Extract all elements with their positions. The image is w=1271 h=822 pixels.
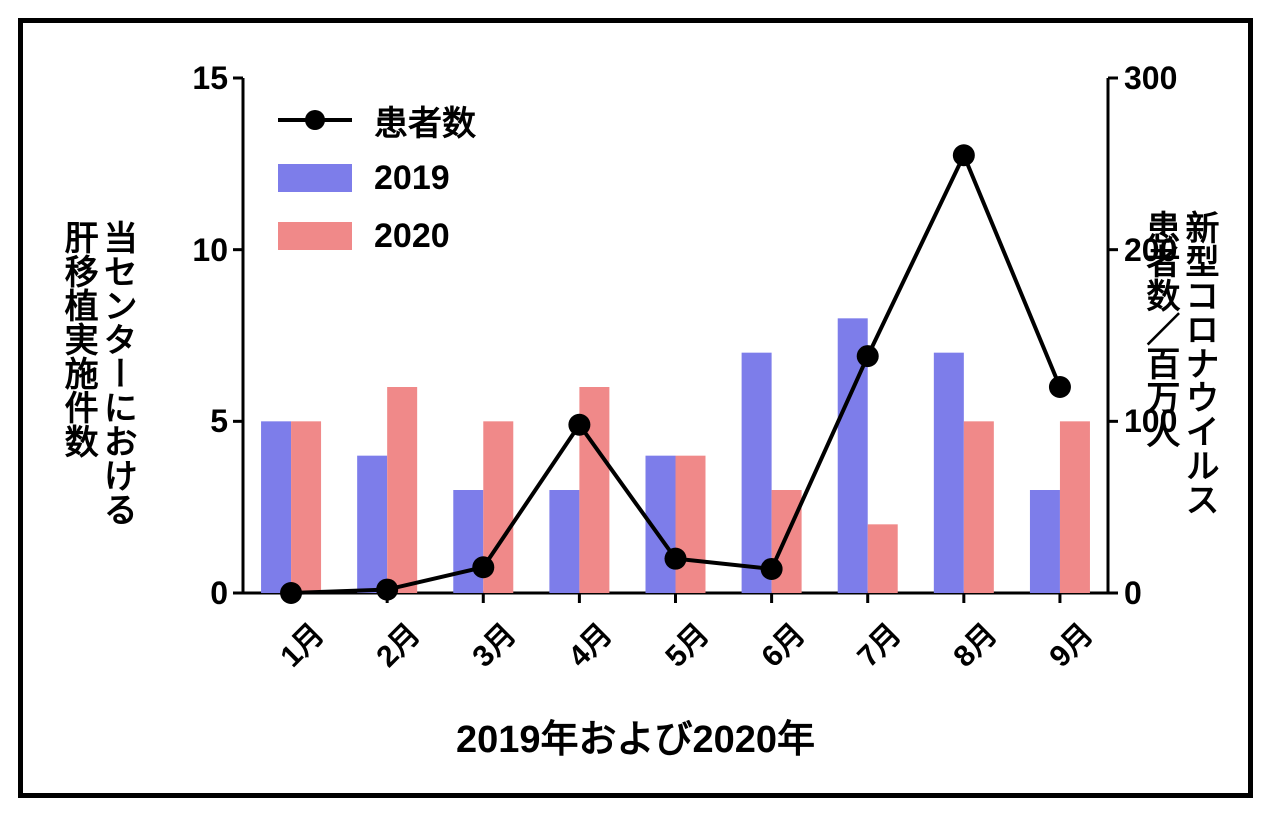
legend-label: 2020 (374, 217, 450, 256)
legend: 患者数 2019 2020 (278, 98, 476, 272)
y-left-tick: 15 (168, 60, 228, 97)
legend-line-marker-icon (278, 98, 352, 142)
legend-entry-2020: 2020 (278, 214, 476, 258)
legend-label: 患者数 (374, 96, 476, 145)
left-axis-label: 当センターにおける肝移植実施件数 (58, 153, 136, 593)
legend-entry-line: 患者数 (278, 98, 476, 142)
y-left-tick: 10 (168, 232, 228, 269)
chart-frame: 当センターにおける肝移植実施件数 新型コロナウイルス患者数／百万人 2019年お… (18, 18, 1253, 798)
legend-swatch-2019 (278, 164, 352, 192)
y-right-tick: 300 (1124, 60, 1204, 97)
y-right-tick: 200 (1124, 232, 1204, 269)
y-right-tick: 100 (1124, 403, 1204, 440)
legend-entry-2019: 2019 (278, 156, 476, 200)
x-axis-title: 2019年および2020年 (23, 708, 1248, 763)
y-left-tick: 0 (168, 575, 228, 612)
right-axis-label: 新型コロナウイルス患者数／百万人 (1140, 153, 1218, 573)
legend-label: 2019 (374, 159, 450, 198)
y-right-tick: 0 (1124, 575, 1204, 612)
y-left-tick: 5 (168, 403, 228, 440)
legend-swatch-2020 (278, 222, 352, 250)
